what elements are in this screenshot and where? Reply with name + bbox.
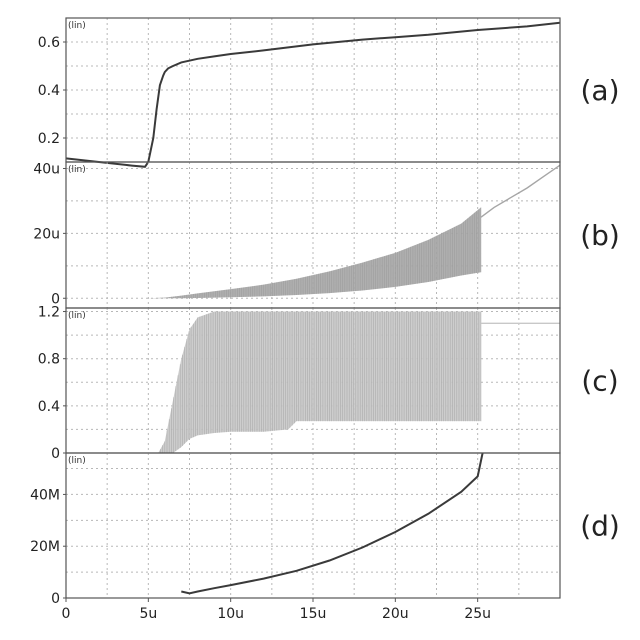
panel-label: (b) — [580, 219, 620, 252]
y-tick-label: 0.8 — [38, 352, 60, 368]
scale-tag: (lin) — [68, 311, 86, 321]
y-tick-label: 0 — [51, 591, 60, 607]
gridlines — [66, 453, 560, 598]
scale-tag: (lin) — [68, 165, 86, 175]
series-group — [66, 165, 560, 298]
y-tick-label: 0 — [51, 446, 60, 462]
series-group — [158, 312, 560, 454]
panel-b: (lin)020u40u(b) — [33, 161, 620, 308]
x-tick-label: 25u — [464, 606, 491, 622]
scale-tag: (lin) — [68, 21, 86, 31]
oscillation-band — [66, 207, 481, 298]
x-tick-label: 15u — [300, 606, 327, 622]
panel-a: (lin) 0.2 0.4 0.6 (a) — [38, 18, 620, 167]
y-tick-label: 20u — [33, 226, 60, 242]
y-tick-label: 0.6 — [38, 35, 60, 51]
panel-d: (lin) 0 20M 40M 0 5u 10u 15u 20u 25u (d) — [30, 453, 620, 622]
y-tick-label: 40M — [30, 487, 60, 503]
series-line — [481, 165, 560, 217]
gridlines — [66, 18, 560, 162]
panel-c: (lin) 0 0.4 0.8 1.2 (c) — [38, 305, 619, 462]
scale-tag: (lin) — [68, 456, 86, 466]
y-tick-label: 1.2 — [38, 305, 60, 321]
x-tick-label: 10u — [217, 606, 244, 622]
y-tick-label: 20M — [30, 539, 60, 555]
panel-label: (a) — [580, 74, 619, 107]
y-tick-label: 0.4 — [38, 83, 60, 99]
panel-label: (c) — [581, 365, 618, 398]
y-tick-label: 0.4 — [38, 399, 60, 415]
panel-label: (d) — [580, 510, 620, 543]
x-tick-label: 0 — [62, 606, 71, 622]
x-tick-label: 20u — [382, 606, 409, 622]
y-tick-label: 0.2 — [38, 131, 60, 147]
x-tick-label: 5u — [139, 606, 157, 622]
y-tick-label: 40u — [33, 161, 60, 177]
